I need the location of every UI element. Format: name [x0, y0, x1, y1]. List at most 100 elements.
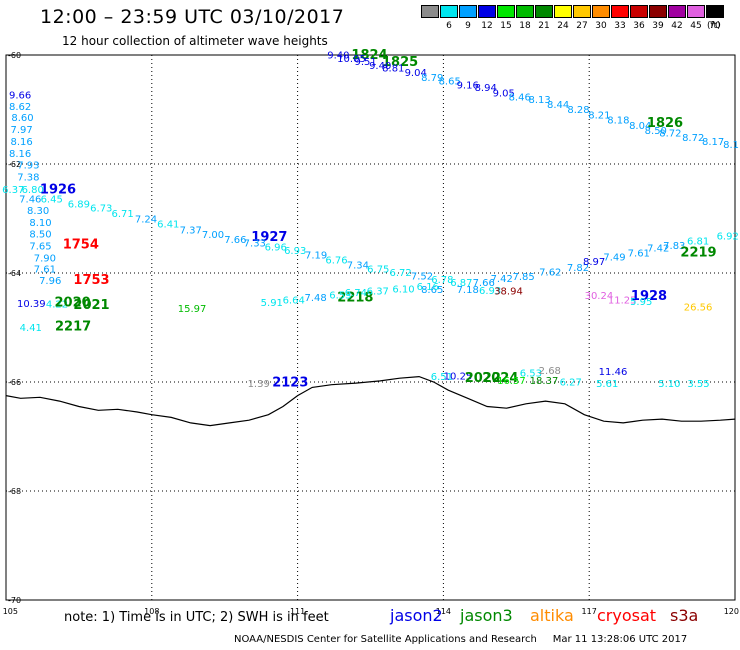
- swh-value-label: 5.95: [630, 297, 652, 308]
- legend-tick-label: 24: [557, 21, 569, 31]
- swh-value-label: 8.94: [475, 83, 497, 94]
- swh-value-label: 3.55: [687, 379, 709, 390]
- swh-value-label: 8.28: [567, 105, 589, 116]
- swh-value-label: 6.78: [431, 275, 453, 286]
- swh-value-label: 26.56: [684, 302, 713, 313]
- swh-value-label: 6.41: [157, 220, 179, 231]
- pass-time-label: 1928: [631, 289, 667, 304]
- swh-value-label: 8.18: [607, 115, 629, 126]
- satellite-legend-altika: altika: [530, 606, 574, 625]
- swh-value-label: 8.50: [29, 229, 51, 240]
- legend-swatch: [573, 5, 591, 18]
- lat-tick-label: -62: [8, 160, 21, 169]
- pass-time-label: 1754: [63, 238, 99, 253]
- swh-value-label: 7.48: [304, 293, 326, 304]
- swh-value-label: 1.39: [248, 379, 270, 390]
- swh-value-label: 8.60: [11, 113, 33, 124]
- swh-value-label: 11.46: [599, 367, 628, 378]
- swh-value-label: 7.66: [473, 278, 495, 289]
- satellite-legend-jason3: jason3: [460, 606, 513, 625]
- swh-value-label: 6.89: [68, 199, 90, 210]
- legend-swatch: [706, 5, 724, 18]
- swh-value-label: 7.93: [17, 161, 39, 172]
- swh-value-label: 7.62: [539, 268, 561, 279]
- pass-time-label: 1927: [251, 230, 287, 245]
- lon-tick-label: 105: [3, 607, 18, 616]
- legend-tick-label: 12: [481, 21, 493, 31]
- swh-value-label: 4.41: [20, 323, 42, 334]
- swh-value-label: 15.97: [178, 304, 207, 315]
- swh-value-label: 8.65: [421, 285, 443, 296]
- swh-value-label: 18.37: [530, 376, 559, 387]
- swh-value-label: 11.25: [608, 295, 637, 306]
- swh-value-label: 7.42: [647, 244, 669, 255]
- swh-value-label: 7.49: [603, 253, 625, 264]
- pass-time-label: 2217: [55, 320, 91, 335]
- swh-value-label: 7.66: [224, 235, 246, 246]
- swh-value-label: 7.61: [34, 265, 56, 276]
- pass-time-label: 2020: [55, 296, 91, 311]
- lon-tick-label: 117: [582, 607, 597, 616]
- legend-swatch: [649, 5, 667, 18]
- footnote: note: 1) Time is in UTC; 2) SWH is in fe…: [64, 610, 329, 625]
- lon-tick-label: 111: [290, 607, 305, 616]
- swh-value-label: 7.18: [457, 285, 479, 296]
- swh-value-label: 8.50: [645, 126, 667, 137]
- swh-value-label: 5.10: [658, 379, 680, 390]
- lon-tick-label: 120: [724, 607, 739, 616]
- swh-value-label: 7.00: [202, 230, 224, 241]
- swh-value-label: 8.13: [528, 95, 550, 106]
- swh-value-label: 7.82: [567, 263, 589, 274]
- credit-line: NOAA/NESDIS Center for Satellite Applica…: [234, 634, 688, 645]
- swh-value-label: 8.62: [9, 102, 31, 113]
- swh-value-label: 7.85: [512, 272, 534, 283]
- swh-value-label: 8.97: [583, 257, 605, 268]
- swh-value-label: 5.61: [596, 379, 618, 390]
- antarctic-coastline: [5, 375, 736, 427]
- swh-value-label: 6.75: [367, 265, 389, 276]
- swh-value-label: 8.44: [547, 100, 569, 111]
- swh-value-label: 6.80: [22, 185, 44, 196]
- swh-value-label: 9.16: [457, 81, 479, 92]
- swh-value-label: 7.19: [305, 251, 327, 262]
- swh-value-label: 9.51: [354, 57, 376, 68]
- lon-tick-label: 114: [436, 607, 451, 616]
- swh-value-label: 6.45: [41, 194, 63, 205]
- swh-value-label: 8.16: [9, 149, 31, 160]
- swh-value-label: 9.40: [369, 61, 391, 72]
- swh-value-label: 38.94: [494, 287, 523, 298]
- swh-value-label: 8.72: [682, 133, 704, 144]
- swh-value-label: 8.10: [29, 218, 51, 229]
- swh-value-label: 7.97: [10, 125, 32, 136]
- swh-value-label: 2.68: [539, 366, 561, 377]
- legend-swatch: [535, 5, 553, 18]
- lon-tick-label: 108: [144, 607, 159, 616]
- swh-value-label: 7.33: [244, 239, 266, 250]
- pass-time-label: 2218: [337, 291, 373, 306]
- legend-tick-label: 9: [465, 21, 471, 31]
- map-frame: [5, 54, 736, 601]
- legend-swatch: [516, 5, 534, 18]
- satellite-legend-s3a: s3a: [670, 606, 699, 625]
- swh-value-label: 7.65: [29, 241, 51, 252]
- swh-value-label: 30.24: [585, 291, 614, 302]
- legend-tick-label: 6: [446, 21, 452, 31]
- swh-value-label: 7.46: [19, 194, 41, 205]
- swh-value-label: 7.24: [135, 215, 157, 226]
- legend-tick-label: 70: [709, 21, 721, 31]
- pass-time-label: 2123: [272, 376, 308, 391]
- pass-time-label: 2024: [482, 371, 518, 386]
- pass-time-label: 2219: [680, 245, 716, 260]
- pass-time-label: 2022: [465, 371, 501, 386]
- swh-value-label: 8.72: [659, 129, 681, 140]
- swh-value-label: 9.66: [9, 90, 31, 101]
- lat-tick-label: -70: [8, 596, 21, 605]
- pass-time-label: 1824: [351, 48, 387, 63]
- swh-value-label: 7.37: [180, 226, 202, 237]
- pass-time-label: 1825: [382, 55, 418, 70]
- legend-tick-label: 45: [690, 21, 702, 31]
- swh-value-label: 6.76: [325, 256, 347, 267]
- lat-tick-label: -60: [8, 51, 21, 60]
- pass-time-label: 1753: [73, 273, 109, 288]
